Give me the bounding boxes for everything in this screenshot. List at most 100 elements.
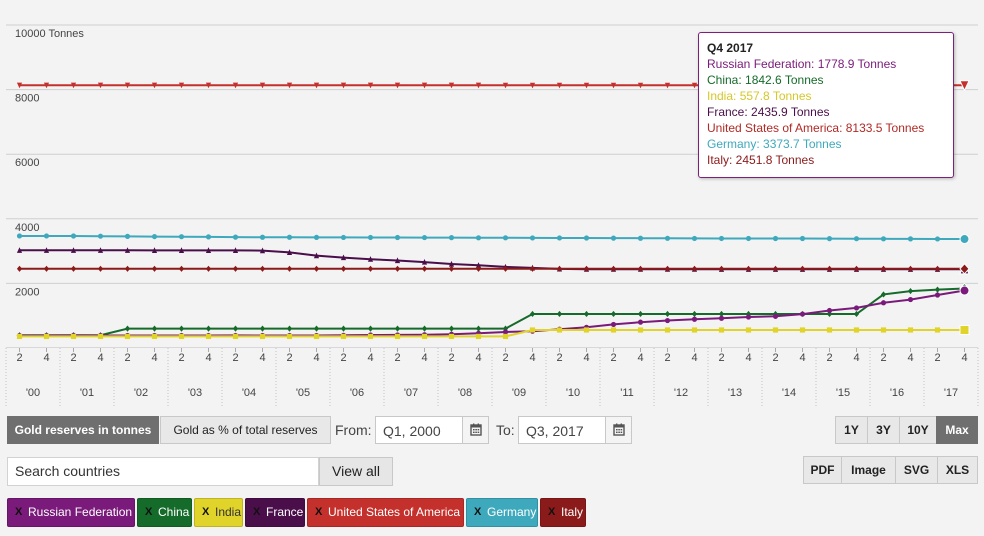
- data-point[interactable]: [718, 265, 725, 272]
- remove-icon[interactable]: X: [474, 506, 482, 518]
- data-point[interactable]: [313, 265, 320, 272]
- data-point[interactable]: [124, 333, 131, 340]
- data-point[interactable]: [529, 265, 536, 272]
- data-point[interactable]: [367, 265, 374, 272]
- data-point[interactable]: [259, 234, 266, 240]
- data-point[interactable]: [637, 82, 644, 89]
- data-point[interactable]: [286, 325, 293, 332]
- data-point[interactable]: [691, 235, 698, 242]
- data-point[interactable]: [664, 235, 671, 241]
- calendar-icon[interactable]: [462, 417, 488, 443]
- data-point[interactable]: [151, 82, 158, 89]
- data-point[interactable]: [340, 254, 347, 261]
- data-point[interactable]: [70, 82, 77, 89]
- data-point[interactable]: [691, 327, 698, 333]
- data-point[interactable]: [583, 310, 590, 318]
- data-point[interactable]: [151, 265, 158, 272]
- data-point[interactable]: [367, 82, 374, 89]
- data-point[interactable]: [340, 234, 347, 241]
- remove-icon[interactable]: X: [315, 506, 323, 518]
- data-point[interactable]: [286, 249, 293, 255]
- data-point[interactable]: [205, 265, 212, 272]
- data-point[interactable]: [97, 265, 104, 272]
- toggle-percent-button[interactable]: Gold as % of total reserves: [160, 416, 331, 444]
- range-3y-button[interactable]: 3Y: [867, 416, 900, 444]
- data-point[interactable]: [43, 265, 50, 272]
- data-point[interactable]: [70, 265, 77, 272]
- data-point[interactable]: [16, 247, 23, 253]
- data-point[interactable]: [583, 265, 590, 272]
- data-point[interactable]: [664, 327, 671, 333]
- search-countries-input[interactable]: Search countries: [7, 457, 319, 486]
- data-point[interactable]: [637, 265, 644, 272]
- data-point[interactable]: [826, 265, 833, 272]
- data-point[interactable]: [934, 292, 941, 298]
- data-point[interactable]: [205, 234, 212, 240]
- data-point[interactable]: [691, 265, 698, 272]
- data-point[interactable]: [43, 233, 50, 239]
- data-point[interactable]: [448, 265, 455, 272]
- export-xls-button[interactable]: XLS: [937, 456, 978, 484]
- data-point[interactable]: [232, 82, 239, 89]
- data-point[interactable]: [124, 325, 131, 332]
- series-germany[interactable]: [16, 233, 970, 245]
- data-point[interactable]: [880, 236, 887, 242]
- data-point[interactable]: [178, 247, 185, 253]
- data-point[interactable]: [799, 327, 806, 333]
- data-point[interactable]: [151, 325, 158, 332]
- data-point[interactable]: [178, 234, 185, 240]
- data-point[interactable]: [232, 247, 239, 253]
- data-point[interactable]: [313, 325, 320, 332]
- data-point[interactable]: [637, 310, 644, 318]
- data-point[interactable]: [421, 82, 428, 89]
- data-point[interactable]: [529, 235, 536, 241]
- data-point[interactable]: [259, 325, 266, 332]
- data-point[interactable]: [205, 247, 212, 253]
- calendar-icon[interactable]: [605, 417, 631, 443]
- data-point[interactable]: [502, 265, 509, 272]
- data-point[interactable]: [259, 247, 266, 254]
- data-point[interactable]: [124, 247, 131, 253]
- data-point[interactable]: [583, 82, 590, 89]
- data-point[interactable]: [340, 265, 347, 272]
- data-point[interactable]: [286, 265, 293, 272]
- data-point[interactable]: [556, 310, 563, 318]
- data-point[interactable]: [286, 234, 293, 240]
- data-point[interactable]: [502, 329, 509, 335]
- data-point[interactable]: [178, 333, 185, 340]
- data-point[interactable]: [610, 82, 617, 89]
- data-point[interactable]: [394, 265, 401, 272]
- data-point[interactable]: [259, 265, 266, 272]
- export-pdf-button[interactable]: PDF: [803, 456, 842, 484]
- data-point[interactable]: [529, 82, 536, 89]
- data-point[interactable]: [448, 333, 455, 340]
- data-point[interactable]: [16, 333, 23, 340]
- data-point[interactable]: [934, 265, 941, 272]
- data-point[interactable]: [313, 252, 320, 259]
- data-point[interactable]: [502, 82, 509, 89]
- data-point[interactable]: [178, 325, 185, 332]
- data-point[interactable]: [502, 333, 509, 340]
- data-point[interactable]: [232, 325, 239, 332]
- data-point[interactable]: [421, 265, 428, 272]
- data-point[interactable]: [340, 333, 347, 340]
- data-point[interactable]: [664, 317, 671, 324]
- data-point[interactable]: [664, 265, 671, 272]
- toggle-tonnes-button[interactable]: Gold reserves in tonnes: [7, 416, 159, 444]
- data-point[interactable]: [43, 333, 50, 340]
- data-point[interactable]: [43, 82, 50, 89]
- view-all-button[interactable]: View all: [319, 457, 393, 486]
- data-point[interactable]: [718, 235, 725, 242]
- data-point[interactable]: [313, 333, 320, 340]
- data-point[interactable]: [394, 257, 401, 264]
- data-point[interactable]: [259, 82, 266, 89]
- data-point[interactable]: [367, 325, 374, 332]
- data-point[interactable]: [959, 263, 970, 275]
- data-point[interactable]: [826, 310, 833, 318]
- data-point[interactable]: [556, 235, 563, 241]
- data-point[interactable]: [286, 333, 293, 340]
- remove-icon[interactable]: X: [15, 506, 23, 518]
- data-point[interactable]: [70, 333, 77, 340]
- data-point[interactable]: [799, 311, 806, 317]
- data-point[interactable]: [124, 233, 131, 239]
